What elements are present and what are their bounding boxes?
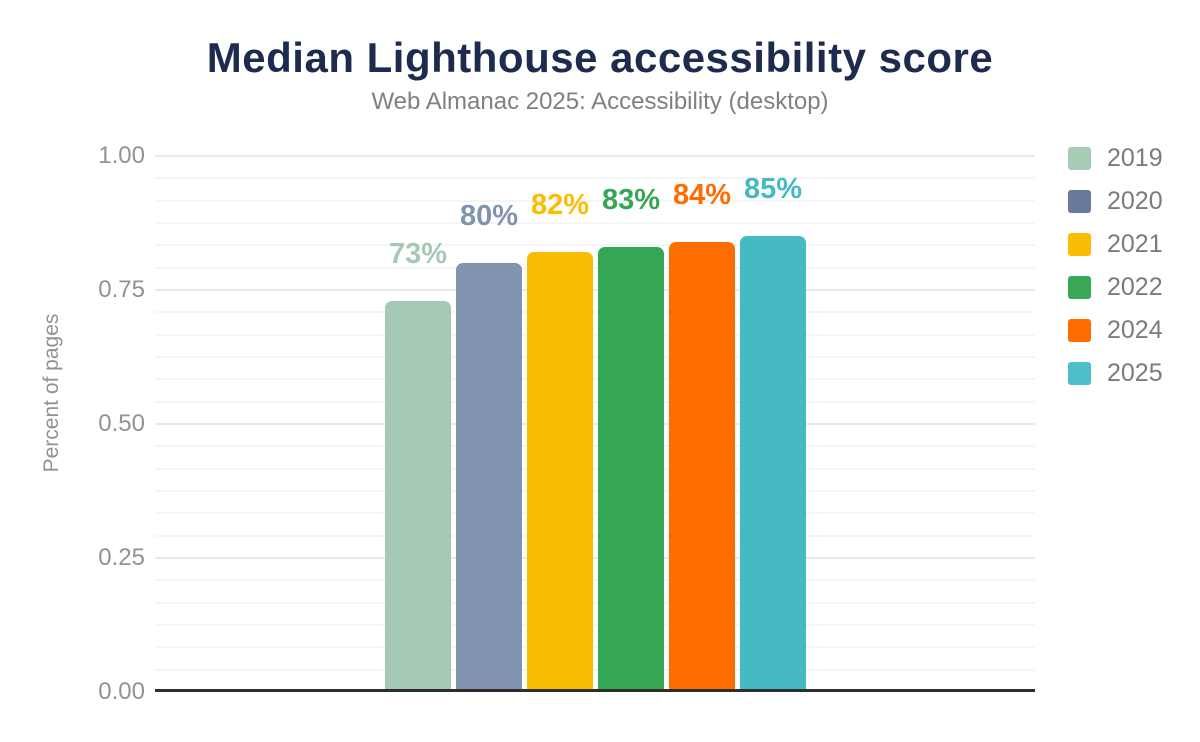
legend-item-2021[interactable]: 2021 — [1068, 230, 1163, 258]
minor-gridline — [155, 266, 1035, 269]
legend-label-2022: 2022 — [1107, 273, 1163, 301]
bar-2024[interactable] — [669, 242, 735, 692]
minor-gridline — [155, 222, 1035, 224]
minor-gridline — [155, 668, 1035, 671]
legend-label-2020: 2020 — [1107, 187, 1163, 215]
legend-item-2020[interactable]: 2020 — [1068, 187, 1163, 215]
y-tick-label: 1.00 — [98, 142, 145, 169]
minor-gridline — [155, 378, 1035, 381]
minor-gridline — [155, 646, 1035, 649]
minor-gridline — [155, 333, 1035, 336]
legend-item-2025[interactable]: 2025 — [1068, 359, 1163, 387]
legend-label-2025: 2025 — [1107, 359, 1163, 387]
legend-swatch-2022 — [1068, 275, 1091, 299]
bar-2021[interactable] — [527, 252, 593, 692]
minor-gridline — [155, 311, 1035, 314]
chart-subtitle: Web Almanac 2025: Accessibility (desktop… — [371, 88, 829, 115]
legend-label-2024: 2024 — [1107, 316, 1163, 344]
bar-value-label-2019: 73% — [388, 238, 448, 270]
bar-value-label-2020: 80% — [459, 200, 519, 232]
major-gridline — [155, 155, 1035, 157]
minor-gridline — [155, 490, 1035, 492]
minor-gridline — [155, 445, 1035, 448]
chart-title: Median Lighthouse accessibility score — [206, 34, 994, 81]
minor-gridline — [155, 601, 1035, 604]
bar-value-label-2022: 83% — [601, 184, 661, 216]
minor-gridline — [155, 400, 1035, 403]
minor-gridline — [155, 199, 1035, 202]
legend: 2019 2020 2021 2022 2024 2025 — [1068, 146, 1163, 404]
bar-2020[interactable] — [456, 263, 522, 692]
legend-label-2021: 2021 — [1107, 230, 1163, 258]
legend-swatch-2021 — [1068, 232, 1091, 256]
minor-gridline — [155, 177, 1035, 180]
legend-swatch-2020 — [1068, 189, 1091, 213]
minor-gridline — [155, 356, 1035, 358]
minor-gridline — [155, 244, 1035, 247]
minor-gridline — [155, 512, 1035, 515]
major-gridline — [155, 289, 1035, 291]
legend-swatch-2024 — [1068, 318, 1091, 342]
x-axis-line — [155, 689, 1035, 692]
legend-item-2019[interactable]: 2019 — [1068, 144, 1163, 172]
legend-swatch-2019 — [1068, 146, 1091, 170]
legend-item-2024[interactable]: 2024 — [1068, 316, 1163, 344]
legend-swatch-2025 — [1068, 361, 1091, 385]
minor-gridline — [155, 624, 1035, 626]
bar-value-label-2025: 85% — [743, 173, 803, 205]
y-tick-label: 0.50 — [98, 410, 145, 437]
y-tick-label: 0.25 — [98, 544, 145, 571]
y-axis-tick-labels: 0.00 0.25 0.50 0.75 1.00 — [0, 142, 145, 705]
y-tick-label: 0.75 — [98, 276, 145, 303]
plot-area: 73% 80% 82% 83% 84% 85% — [155, 155, 1035, 692]
bar-value-label-2024: 84% — [672, 179, 732, 211]
major-gridline — [155, 557, 1035, 559]
minor-gridline — [155, 534, 1035, 537]
minor-gridline — [155, 579, 1035, 582]
legend-label-2019: 2019 — [1107, 144, 1163, 172]
bar-value-label-2021: 82% — [530, 189, 590, 221]
minor-gridline — [155, 467, 1035, 470]
bar-2022[interactable] — [598, 247, 664, 692]
legend-item-2022[interactable]: 2022 — [1068, 273, 1163, 301]
major-gridline — [155, 423, 1035, 425]
bar-2019[interactable] — [385, 301, 451, 692]
bar-2025[interactable] — [740, 236, 806, 692]
y-tick-label: 0.00 — [98, 678, 145, 705]
